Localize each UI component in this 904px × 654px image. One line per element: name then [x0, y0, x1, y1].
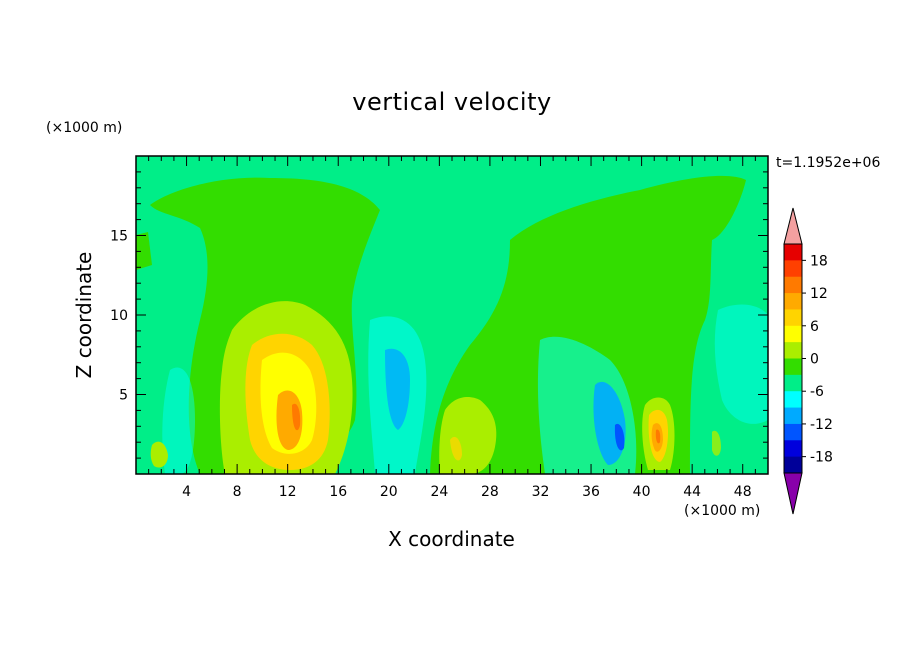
colorbar-band — [784, 456, 802, 474]
y-tick-label: 5 — [119, 388, 128, 404]
x-tick-label: 48 — [734, 484, 752, 500]
contour-region-downdraft-c — [714, 304, 768, 424]
x-tick-label: 24 — [430, 484, 448, 500]
colorbar-tick-label: -6 — [810, 384, 824, 400]
colorbar-band — [784, 391, 802, 409]
contour-region-plume-right-12 — [655, 429, 661, 444]
x-tick-label: 20 — [380, 484, 398, 500]
y-tick-label: 15 — [110, 229, 128, 245]
colorbar-band — [784, 423, 802, 441]
colorbar-band — [784, 407, 802, 425]
colorbar-band — [784, 440, 802, 458]
contour-region-plume-mid-3 — [439, 397, 497, 474]
y-axis-unit: (×1000 m) — [46, 120, 123, 136]
colorbar-bottom-arrow — [783, 472, 803, 515]
contour-region-downdraft-d — [162, 367, 195, 474]
x-tick-label: 28 — [481, 484, 499, 500]
x-tick-label: 36 — [582, 484, 600, 500]
chart-title: vertical velocity — [352, 88, 552, 116]
colorbar-top-arrow — [783, 207, 803, 245]
y-tick-label: 10 — [110, 308, 128, 324]
x-axis-unit: (×1000 m) — [684, 503, 761, 519]
x-tick-label: 40 — [633, 484, 651, 500]
colorbar-tick-label: 0 — [810, 352, 819, 368]
contour-region-far-left-updraft — [136, 232, 152, 270]
contour-field — [136, 156, 768, 474]
time-label: t=1.1952e+06 — [776, 155, 881, 171]
colorbar-band — [784, 358, 802, 376]
colorbar: 18 12 6 0 -6 -12 -18 — [783, 207, 833, 515]
colorbar-tick-label: 6 — [810, 319, 819, 335]
contour-region-surface-cell-right — [712, 430, 721, 456]
colorbar-band — [784, 325, 802, 343]
colorbar-band — [784, 374, 802, 392]
colorbar-tick-label: 12 — [810, 286, 828, 302]
x-tick-label: 8 — [233, 484, 242, 500]
contour-region-right-updraft — [430, 175, 746, 474]
x-tick-label: 44 — [683, 484, 701, 500]
colorbar-tick-label: -18 — [810, 450, 833, 466]
contour-region-plume-left-15 — [292, 403, 301, 431]
contour-region-surface-cell — [150, 441, 168, 468]
x-axis-label: X coordinate — [388, 527, 515, 551]
x-axis-ticks: 4 8 12 16 20 24 28 32 36 40 44 48 — [148, 156, 756, 500]
colorbar-band — [784, 244, 802, 261]
contour-region-plume-mid-6 — [450, 436, 462, 461]
colorbar-band — [784, 260, 802, 278]
contour-region-downdraft-core-a — [385, 348, 410, 430]
contour-region-downdraft-core-c — [614, 423, 625, 451]
x-tick-label: 32 — [532, 484, 550, 500]
x-tick-label: 16 — [329, 484, 347, 500]
colorbar-band — [784, 293, 802, 310]
y-axis-ticks: 5 10 15 — [110, 171, 768, 459]
x-tick-label: 12 — [279, 484, 297, 500]
x-tick-label: 4 — [182, 484, 191, 500]
colorbar-tick-label: -12 — [810, 417, 833, 433]
colorbar-band — [784, 309, 802, 327]
colorbar-band — [784, 276, 802, 294]
colorbar-band — [784, 342, 802, 359]
colorbar-tick-label: 18 — [810, 253, 828, 269]
